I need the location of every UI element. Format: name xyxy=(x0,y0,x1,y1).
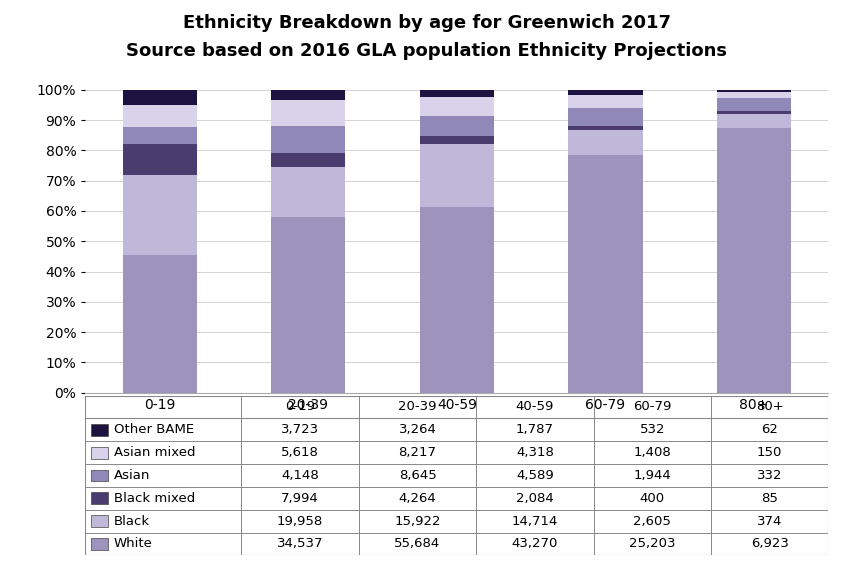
Text: 532: 532 xyxy=(639,423,664,436)
Text: 20-39: 20-39 xyxy=(397,401,436,413)
Text: Source based on 2016 GLA population Ethnicity Projections: Source based on 2016 GLA population Ethn… xyxy=(126,42,727,60)
Text: 4,318: 4,318 xyxy=(515,446,554,459)
Bar xyxy=(271,167,345,217)
Bar xyxy=(568,108,642,126)
Text: 62: 62 xyxy=(760,423,777,436)
Bar xyxy=(420,208,493,393)
Text: 4,264: 4,264 xyxy=(398,492,436,505)
Bar xyxy=(420,116,493,136)
Text: 0-19: 0-19 xyxy=(285,401,315,413)
Bar xyxy=(568,95,642,108)
Bar xyxy=(568,155,642,393)
Text: 8,217: 8,217 xyxy=(398,446,436,459)
Bar xyxy=(91,424,107,436)
Text: Ethnicity Breakdown by age for Greenwich 2017: Ethnicity Breakdown by age for Greenwich… xyxy=(183,14,670,32)
Text: 4,148: 4,148 xyxy=(281,469,319,482)
Text: 19,958: 19,958 xyxy=(276,514,323,528)
Text: 1,944: 1,944 xyxy=(633,469,670,482)
Text: Asian mixed: Asian mixed xyxy=(113,446,194,459)
Text: 80+: 80+ xyxy=(755,401,783,413)
Bar xyxy=(271,153,345,167)
Text: 332: 332 xyxy=(756,469,781,482)
Bar xyxy=(717,92,790,98)
Bar xyxy=(123,90,196,104)
Text: 60-79: 60-79 xyxy=(632,401,670,413)
Bar xyxy=(123,255,196,393)
Text: 2,605: 2,605 xyxy=(633,514,670,528)
Text: 3,723: 3,723 xyxy=(281,423,319,436)
Bar xyxy=(271,126,345,153)
Bar xyxy=(717,111,790,114)
Bar xyxy=(271,217,345,393)
Text: Asian: Asian xyxy=(113,469,150,482)
Bar xyxy=(568,90,642,95)
Text: 55,684: 55,684 xyxy=(394,537,440,550)
Bar xyxy=(123,104,196,127)
Bar xyxy=(123,127,196,144)
Bar xyxy=(420,98,493,116)
Text: 3,264: 3,264 xyxy=(398,423,436,436)
Text: 40-59: 40-59 xyxy=(515,401,554,413)
Text: 400: 400 xyxy=(639,492,664,505)
Bar xyxy=(123,144,196,176)
Text: 374: 374 xyxy=(756,514,781,528)
Text: 8,645: 8,645 xyxy=(398,469,436,482)
Text: Other BAME: Other BAME xyxy=(113,423,194,436)
Bar xyxy=(123,176,196,255)
Bar xyxy=(420,136,493,145)
Bar xyxy=(420,145,493,208)
Text: 7,994: 7,994 xyxy=(281,492,319,505)
Text: 150: 150 xyxy=(756,446,781,459)
Bar xyxy=(271,100,345,126)
Bar xyxy=(568,130,642,155)
Text: 2,084: 2,084 xyxy=(515,492,553,505)
Bar xyxy=(568,126,642,130)
Bar xyxy=(91,515,107,527)
Text: Black mixed: Black mixed xyxy=(113,492,194,505)
Bar xyxy=(420,90,493,98)
Text: 34,537: 34,537 xyxy=(276,537,323,550)
Bar xyxy=(91,538,107,550)
Bar xyxy=(717,90,790,92)
Text: 1,408: 1,408 xyxy=(633,446,670,459)
Text: Black: Black xyxy=(113,514,149,528)
Text: 43,270: 43,270 xyxy=(511,537,558,550)
Bar xyxy=(717,98,790,111)
Text: 5,618: 5,618 xyxy=(281,446,319,459)
Bar xyxy=(717,114,790,128)
Text: 85: 85 xyxy=(760,492,777,505)
Text: 15,922: 15,922 xyxy=(394,514,440,528)
Bar xyxy=(91,470,107,481)
Text: 6,923: 6,923 xyxy=(750,537,787,550)
Bar xyxy=(717,128,790,393)
Text: 4,589: 4,589 xyxy=(515,469,553,482)
Bar xyxy=(91,447,107,458)
Bar xyxy=(91,493,107,504)
Text: 1,787: 1,787 xyxy=(515,423,554,436)
Text: 14,714: 14,714 xyxy=(511,514,558,528)
Bar xyxy=(271,90,345,100)
Text: White: White xyxy=(113,537,153,550)
Text: 25,203: 25,203 xyxy=(629,537,675,550)
